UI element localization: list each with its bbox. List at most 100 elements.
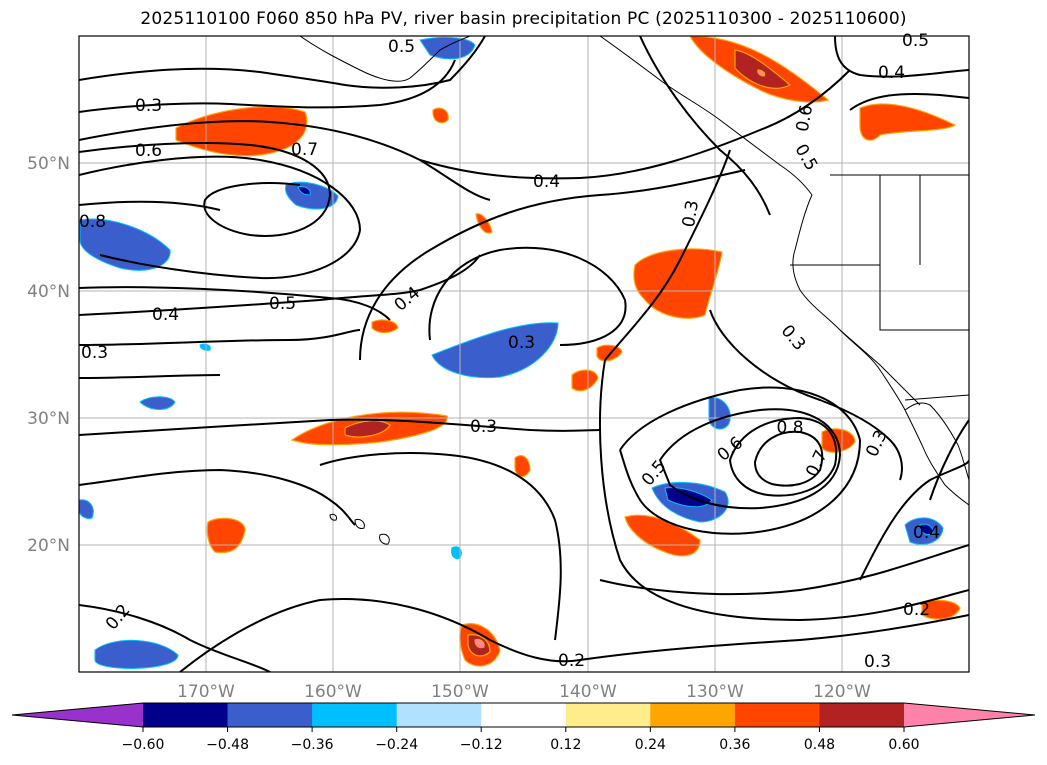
precip-blob bbox=[371, 319, 399, 334]
coastline-alaska bbox=[299, 36, 471, 82]
lon-label: 170°W bbox=[177, 682, 235, 702]
colorbar-tick-label: 0.24 bbox=[635, 737, 666, 753]
border-state bbox=[839, 329, 921, 406]
contour-label: 0.7 bbox=[802, 447, 832, 480]
contour-label: 0.3 bbox=[679, 199, 703, 229]
precip-blob bbox=[432, 107, 449, 124]
precip-blob bbox=[79, 218, 171, 271]
contour-label: 0.4 bbox=[152, 305, 179, 325]
precip-blob bbox=[571, 369, 599, 392]
colorbar-extend-low bbox=[12, 703, 143, 727]
contour-label: 0.2 bbox=[102, 601, 135, 635]
colorbar-segment bbox=[143, 703, 229, 727]
colorbar-tick-label: 0.60 bbox=[888, 737, 919, 753]
contour-label: 0.6 bbox=[793, 103, 817, 133]
lat-label: 20°N bbox=[27, 536, 70, 556]
lon-label: 130°W bbox=[686, 682, 744, 702]
contour-line bbox=[79, 604, 271, 672]
precip-blob bbox=[79, 499, 94, 519]
contour-line bbox=[728, 416, 838, 497]
colorbar-segment bbox=[650, 703, 736, 727]
contour-line bbox=[359, 169, 746, 361]
contour-label: 0.3 bbox=[470, 417, 497, 437]
precip-blob bbox=[431, 322, 559, 379]
contour-line bbox=[79, 468, 356, 526]
precip-blob bbox=[919, 523, 934, 535]
contour-line bbox=[658, 408, 842, 510]
contour-label: 0.3 bbox=[777, 321, 810, 355]
colorbar-extend-high bbox=[904, 703, 1035, 727]
contour-label: 0.6 bbox=[714, 433, 748, 466]
contour-line bbox=[619, 386, 862, 535]
colorbar bbox=[11, 702, 1036, 728]
precip-blob bbox=[514, 455, 531, 478]
colorbar-tick-label: −0.12 bbox=[460, 737, 503, 753]
contour-line bbox=[79, 155, 362, 280]
contour-line bbox=[79, 141, 332, 237]
contour-line bbox=[79, 418, 601, 436]
colorbar-tick-label: 0.48 bbox=[804, 737, 835, 753]
precip-blob bbox=[199, 343, 211, 351]
border-state bbox=[790, 264, 969, 331]
coastline-baja bbox=[904, 409, 969, 506]
contour-line bbox=[859, 459, 969, 581]
contour-line bbox=[604, 149, 731, 361]
contour-label: 0.4 bbox=[391, 283, 425, 316]
contour-label: 0.7 bbox=[291, 140, 318, 160]
contour-line bbox=[753, 430, 824, 487]
contour-label: 0.5 bbox=[902, 31, 929, 51]
precip-blob bbox=[921, 599, 961, 620]
lon-label: 150°W bbox=[431, 682, 489, 702]
lon-label: 160°W bbox=[304, 682, 362, 702]
map-title: 2025110100 F060 850 hPa PV, river basin … bbox=[140, 9, 907, 29]
precip-blob bbox=[175, 106, 308, 157]
precip-blob bbox=[206, 517, 246, 554]
colorbar-segment bbox=[819, 703, 905, 727]
coastline-bc bbox=[599, 36, 813, 196]
contour-label: 0.3 bbox=[508, 333, 535, 353]
precip-blob bbox=[419, 36, 476, 60]
coastline-hawaii bbox=[354, 519, 365, 529]
contour-label: 0.8 bbox=[79, 212, 106, 232]
precip-blob bbox=[859, 103, 957, 141]
precip-blob bbox=[475, 213, 493, 234]
precip-blob bbox=[139, 396, 176, 410]
contour-line bbox=[709, 309, 903, 481]
latitude-labels: 50°N 40°N 30°N 20°N bbox=[27, 154, 70, 556]
contour-label: 0.2 bbox=[558, 651, 585, 671]
contour-label: 0.8 bbox=[776, 418, 803, 438]
contour-label: 0.3 bbox=[862, 427, 892, 460]
longitude-labels: 170°W 160°W 150°W 140°W 130°W 120°W bbox=[177, 682, 871, 702]
contour-line bbox=[79, 200, 221, 211]
colorbar-segment bbox=[734, 703, 820, 727]
contour-line bbox=[344, 36, 486, 89]
contour-line bbox=[849, 92, 969, 111]
precip-blob bbox=[708, 396, 731, 430]
colorbar-tick-label: 0.36 bbox=[719, 737, 750, 753]
precip-blob bbox=[297, 186, 311, 196]
contour-label: 0.4 bbox=[913, 523, 940, 543]
coastline-hawaii bbox=[329, 513, 337, 521]
precip-blob bbox=[734, 49, 792, 89]
colorbar-segment bbox=[565, 703, 651, 727]
precip-blob bbox=[596, 344, 623, 362]
contour-line bbox=[599, 544, 969, 596]
lat-label: 50°N bbox=[27, 154, 70, 174]
border-mexico bbox=[904, 394, 969, 401]
contour-line bbox=[319, 452, 562, 641]
contour-label: 0.5 bbox=[269, 294, 296, 314]
lat-label: 30°N bbox=[27, 409, 70, 429]
contour-line bbox=[79, 67, 346, 86]
lon-label: 140°W bbox=[559, 682, 617, 702]
pv-contours bbox=[79, 36, 969, 672]
colorbar-tick-label: 0.12 bbox=[550, 737, 581, 753]
contour-line bbox=[599, 359, 969, 622]
contour-line bbox=[639, 36, 771, 216]
colorbar-ticks: −0.60 −0.48 −0.36 −0.24 −0.12 0.12 0.24 0.36 0.4… bbox=[122, 727, 920, 753]
precip-blob bbox=[624, 514, 701, 557]
colorbar-segment bbox=[312, 703, 398, 727]
contour-line bbox=[179, 598, 969, 672]
colorbar-tick-label: −0.36 bbox=[291, 737, 334, 753]
contour-label: 0.4 bbox=[878, 63, 905, 83]
